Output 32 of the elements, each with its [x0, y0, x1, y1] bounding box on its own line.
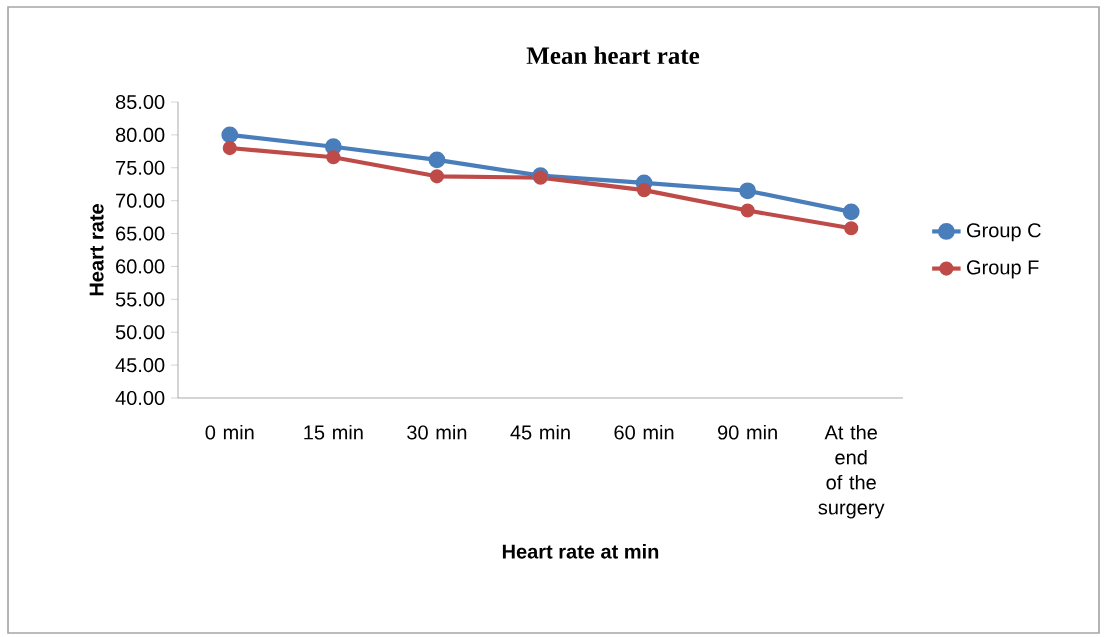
y-tick-label: 80.00 — [115, 127, 165, 142]
x-tick-label: 0 min — [205, 424, 254, 440]
chart-title: Mean heart rate — [526, 46, 700, 65]
y-tick-label: 70.00 — [116, 193, 165, 208]
x-tick-label: 15 min — [304, 424, 363, 440]
x-tick-label: At the end of the surgery — [818, 424, 885, 519]
point — [842, 203, 860, 221]
x-tick-label: 45 min — [510, 424, 570, 440]
point — [740, 203, 755, 218]
point — [739, 182, 757, 200]
legend-label: Group F — [967, 260, 1039, 279]
y-tick-label: 65.00 — [116, 226, 165, 241]
y-tick-label: 60.00 — [116, 259, 165, 274]
point — [844, 221, 859, 236]
point — [222, 140, 237, 156]
y-tick-label: 40.00 — [115, 390, 165, 406]
x-tick-label: 90 min — [718, 424, 777, 440]
point — [326, 150, 341, 165]
y-tick-label: 75.00 — [116, 160, 165, 175]
point — [428, 151, 446, 169]
y-tick-label: 85.00 — [115, 94, 165, 110]
point — [636, 183, 652, 198]
y-tick-label: 55.00 — [115, 292, 165, 307]
point — [429, 169, 445, 184]
x-tick-label: 60 min — [614, 424, 674, 440]
y-tick-label: 45.00 — [115, 358, 165, 373]
y-tick-label: 50.00 — [115, 325, 165, 340]
x-axis-title: Heart rate at min — [502, 543, 659, 559]
x-tick-label: 30 min — [407, 424, 467, 440]
legend-label: Group C — [967, 223, 1041, 242]
y-axis-title: Heart rate — [89, 204, 104, 296]
point — [221, 126, 239, 144]
